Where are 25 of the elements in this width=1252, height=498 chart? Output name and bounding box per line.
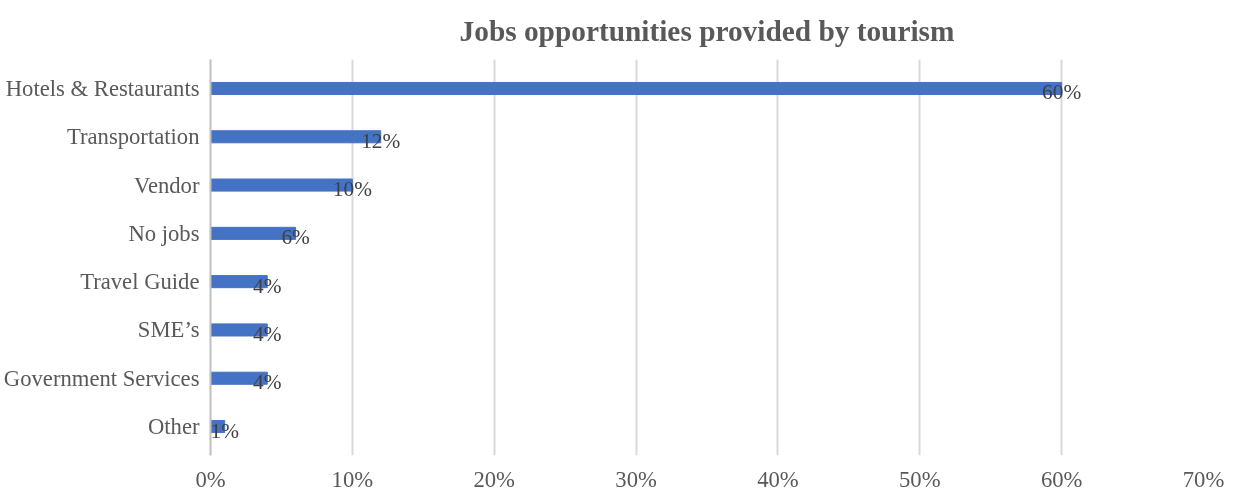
x-tick-label: 10%	[331, 466, 374, 492]
data-label: 4%	[253, 321, 282, 346]
x-tick-label: 20%	[473, 466, 516, 492]
data-label: 4%	[253, 370, 282, 395]
data-label: 60%	[1042, 80, 1082, 105]
data-label: 6%	[281, 225, 311, 250]
x-tick-label: 50%	[899, 466, 941, 492]
y-tick-label: Transportation	[66, 124, 200, 150]
x-tick-label: 0%	[195, 466, 226, 492]
y-tick-label: No jobs	[128, 220, 200, 246]
y-tick-label: Government Services	[3, 365, 200, 391]
y-tick-label: Vendor	[134, 172, 200, 198]
chart-title: Jobs opportunities provided by tourism	[459, 15, 955, 47]
x-tick-label: 60%	[1040, 466, 1083, 492]
data-label: 1%	[210, 418, 240, 443]
data-label: 4%	[253, 273, 282, 298]
data-label: 10%	[332, 177, 373, 202]
y-tick-label: Hotels & Restaurants	[5, 75, 200, 101]
x-tick-label: 70%	[1182, 466, 1225, 492]
x-tick-label: 40%	[757, 466, 799, 492]
y-tick-label: Other	[147, 414, 200, 440]
x-tick-label: 30%	[615, 466, 657, 492]
y-tick-label: Travel Guide	[80, 269, 200, 295]
y-tick-label: SME’s	[137, 317, 200, 343]
data-label: 12%	[361, 128, 401, 153]
